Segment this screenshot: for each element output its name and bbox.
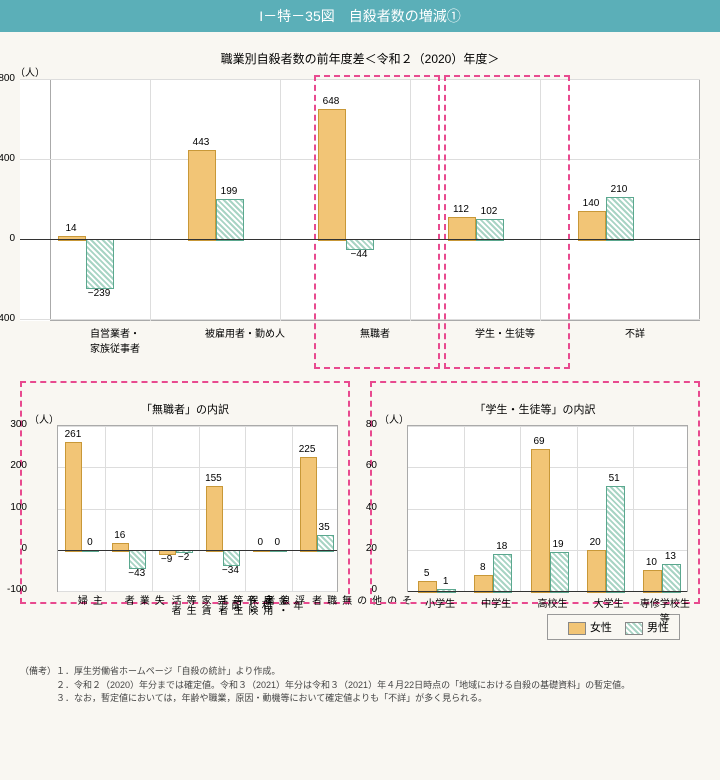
- footnotes: （備考）１．厚生労働省ホームページ「自殺の統計」より作成。 ２．令和２（2020…: [20, 665, 700, 706]
- category-label: 小学生: [412, 595, 468, 610]
- sub1-unit: （人）: [29, 411, 59, 426]
- sub1-title: 「無職者」の内訳: [32, 401, 338, 417]
- category-label: 失業者: [120, 595, 165, 605]
- category-label: 被雇用者・勤め人: [180, 325, 310, 340]
- sub2-title: 「学生・生徒等」の内訳: [382, 401, 688, 417]
- category-label: 専修学校生等: [637, 595, 693, 625]
- main-container: 職業別自殺者数の前年度差＜令和２（2020）年度＞ （人） 14−2394431…: [0, 32, 720, 655]
- category-label: 高校生: [524, 595, 580, 610]
- sub-charts-row: 「無職者」の内訳 （人） 261016−43−9−2155−340022535 …: [20, 381, 700, 604]
- category-label: 不詳: [570, 325, 700, 340]
- legend: 女性 男性: [20, 614, 680, 640]
- sub2-unit: （人）: [379, 411, 409, 426]
- figure-title: I－特－35図 自殺者数の増減①: [0, 0, 720, 32]
- sub-chart-unemployed: 「無職者」の内訳 （人） 261016−43−9−2155−340022535 …: [20, 381, 350, 604]
- main-plot-area: 14−239443199648−44112102140210: [50, 79, 700, 321]
- category-label: 大学生: [581, 595, 637, 610]
- sub-chart-students: 「学生・生徒等」の内訳 （人） 51818691920511013 小学生中学生…: [370, 381, 700, 604]
- category-label: 主婦: [73, 595, 103, 605]
- category-label: 中学生: [468, 595, 524, 610]
- main-chart: （人） 14−239443199648−44112102140210 自営業者・…: [20, 79, 700, 321]
- category-label: 自営業者・家族従事者: [50, 325, 180, 355]
- legend-swatch-female: [568, 622, 586, 635]
- y-unit: （人）: [15, 64, 45, 79]
- category-label: 浮浪者: [261, 595, 306, 605]
- legend-female: 女性: [590, 622, 612, 634]
- category-label: 無職者: [310, 325, 440, 340]
- subtitle: 職業別自殺者数の前年度差＜令和２（2020）年度＞: [20, 50, 700, 67]
- category-label: 学生・生徒等: [440, 325, 570, 340]
- sub1-plot: 261016−43−9−2155−340022535: [57, 425, 338, 592]
- sub2-plot: 51818691920511013: [407, 425, 688, 592]
